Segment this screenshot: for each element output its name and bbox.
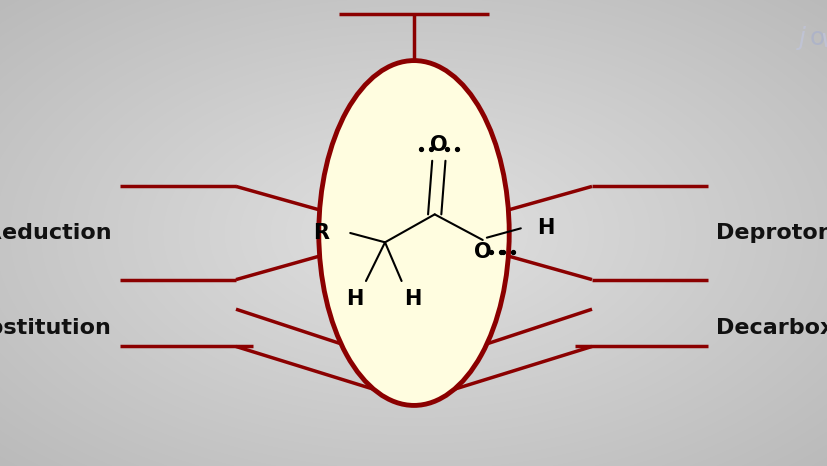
- Text: j: j: [798, 26, 805, 50]
- Text: Acyl
substitution: Acyl substitution: [337, 0, 490, 4]
- Text: R: R: [313, 223, 328, 243]
- Text: o: o: [809, 26, 824, 50]
- Text: Decarboxylation: Decarboxylation: [715, 318, 827, 338]
- Text: H: H: [347, 289, 363, 309]
- Text: Deprotonation: Deprotonation: [715, 223, 827, 243]
- Ellipse shape: [318, 61, 509, 405]
- Text: H: H: [404, 289, 420, 309]
- Text: O: O: [429, 135, 447, 155]
- Text: Reduction: Reduction: [0, 223, 112, 243]
- Text: α-Substitution: α-Substitution: [0, 318, 112, 338]
- Text: ve: ve: [819, 28, 827, 52]
- Text: O: O: [473, 242, 491, 262]
- Text: H: H: [537, 219, 554, 238]
